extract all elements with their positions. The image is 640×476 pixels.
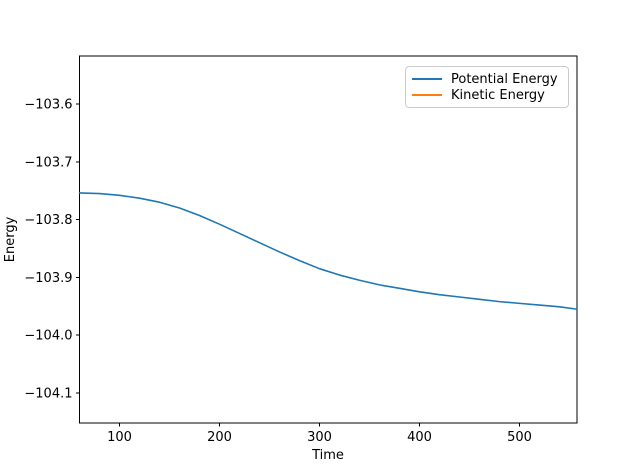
kinetic-energy-line-swatch [412, 94, 442, 96]
series-group [78, 192, 578, 310]
y-axis-label: Energy [3, 216, 18, 262]
x-tick-label: 300 [307, 430, 332, 445]
legend-item-kinetic-energy: Kinetic Energy [412, 87, 560, 103]
y-tick-label: −104.1 [24, 386, 72, 401]
y-tick-label: −103.8 [24, 213, 72, 228]
axes-frame [79, 55, 578, 424]
y-tick-label: −103.9 [24, 271, 72, 286]
x-tick-label: 200 [207, 430, 232, 445]
potential-energy-line-swatch [412, 78, 442, 80]
legend-item-potential-energy: Potential Energy [412, 71, 560, 87]
x-tick-label: 500 [507, 430, 532, 445]
x-tick-label: 400 [407, 430, 432, 445]
x-axis-label: Time [311, 448, 344, 463]
ticks-group: 100 200 300 400 500 −103.6 −103.7 −103.8 −103.9 −… [24, 97, 532, 445]
y-tick-label: −103.7 [24, 155, 72, 170]
legend-label-potential-energy: Potential Energy [451, 71, 558, 87]
x-tick-label: 100 [107, 430, 132, 445]
potential-energy-line [78, 192, 578, 310]
legend: Potential Energy Kinetic Energy [405, 66, 569, 108]
y-tick-label: −104.0 [24, 329, 72, 344]
y-tick-label: −103.6 [24, 97, 72, 112]
legend-label-kinetic-energy: Kinetic Energy [451, 87, 545, 103]
